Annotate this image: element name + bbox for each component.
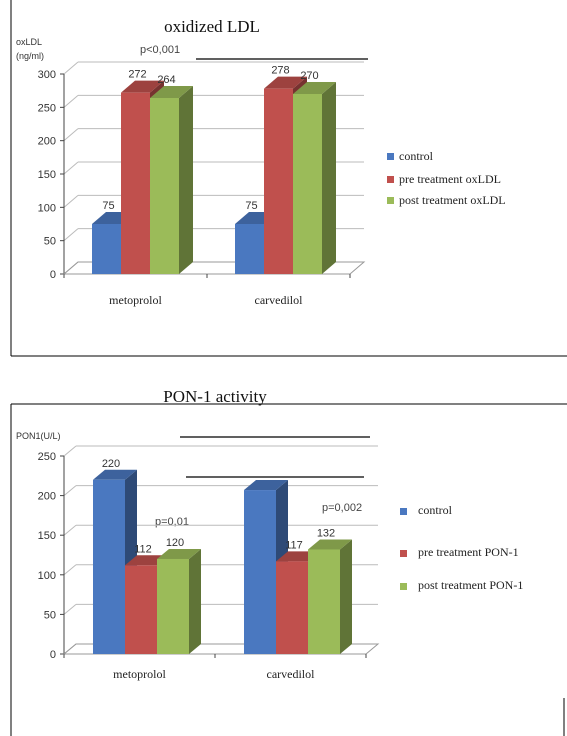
chart-title: PON-1 activity bbox=[163, 387, 267, 406]
category-label-metoprolol: metoprolol bbox=[109, 293, 162, 307]
bar-control-metoprolol bbox=[93, 469, 137, 654]
y-axis-unit: (ng/ml) bbox=[16, 51, 44, 61]
legend-swatch-post-treatment bbox=[387, 197, 394, 204]
category-label-carvedilol: carvedilol bbox=[255, 293, 304, 307]
legend-label-post-treatment: post treatment oxLDL bbox=[399, 193, 506, 207]
data-label: 112 bbox=[134, 543, 152, 555]
legend-label-control: control bbox=[418, 503, 453, 517]
data-label: 264 bbox=[157, 74, 175, 86]
y-tick-label: 200 bbox=[38, 136, 56, 148]
legend-label-control: control bbox=[399, 149, 434, 163]
bar-post-treatment-metoprolol bbox=[157, 548, 201, 654]
y-tick-label: 200 bbox=[38, 491, 56, 503]
legend-label-post-treatment: post treatment PON-1 bbox=[418, 578, 523, 592]
bar-post-treatment-carvedilol bbox=[293, 82, 336, 274]
legend-label-pre-treatment: pre treatment oxLDL bbox=[399, 172, 501, 186]
y-tick-label: 50 bbox=[44, 236, 56, 248]
y-axis-label: oxLDL bbox=[16, 37, 42, 47]
data-label: 117 bbox=[285, 539, 303, 551]
y-tick-label: 100 bbox=[38, 570, 56, 582]
data-label: 132 bbox=[317, 527, 335, 539]
legend-swatch-pre-treatment bbox=[387, 176, 394, 183]
legend: control pre treatment oxLDL post treatme… bbox=[387, 149, 506, 207]
oxldl-chart: oxidized LDL oxLDL (ng/ml) p<0,001 0 50 10… bbox=[10, 0, 567, 357]
y-tick-label: 150 bbox=[38, 169, 56, 181]
p-value-annotation: p<0,001 bbox=[140, 44, 180, 56]
legend-label-pre-treatment: pre treatment PON-1 bbox=[418, 545, 519, 559]
y-axis-label: PON1(U/L) bbox=[16, 431, 61, 441]
data-label: 75 bbox=[102, 200, 114, 212]
y-tick-label: 150 bbox=[38, 530, 56, 542]
y-tick-label: 250 bbox=[38, 451, 56, 463]
legend-swatch-pre-treatment bbox=[400, 550, 407, 557]
y-tick-label: 100 bbox=[38, 202, 56, 214]
category-label-metoprolol: metoprolol bbox=[113, 667, 166, 681]
data-label: 220 bbox=[102, 458, 120, 470]
data-label: 270 bbox=[300, 70, 318, 82]
bar-post-treatment-metoprolol bbox=[150, 86, 193, 274]
y-tick-label: 250 bbox=[38, 102, 56, 114]
y-tick-label: 300 bbox=[38, 69, 56, 81]
y-tick-label: 50 bbox=[44, 609, 56, 621]
p-value-metoprolol: p=0,01 bbox=[155, 516, 189, 528]
legend-swatch-control bbox=[400, 508, 407, 515]
legend-swatch-post-treatment bbox=[400, 583, 407, 590]
chart-title: oxidized LDL bbox=[164, 17, 260, 36]
pon1-chart-panel: PON-1 activity PON1(U/L) p=0,01 p=0,002 … bbox=[0, 378, 567, 736]
y-tick-label: 0 bbox=[50, 649, 56, 661]
data-label: 278 bbox=[271, 65, 289, 77]
y-tick-label: 0 bbox=[50, 269, 56, 281]
oxldl-chart-panel: oxidized LDL oxLDL (ng/ml) p<0,001 0 50 10… bbox=[0, 0, 567, 360]
category-label-carvedilol: carvedilol bbox=[267, 667, 316, 681]
data-label: 75 bbox=[245, 200, 257, 212]
p-value-carvedilol: p=0,002 bbox=[322, 502, 362, 514]
data-label: 272 bbox=[128, 69, 146, 81]
data-label: 120 bbox=[166, 537, 184, 549]
bar-post-treatment-carvedilol bbox=[308, 539, 352, 654]
legend-swatch-control bbox=[387, 153, 394, 160]
legend: control pre treatment PON-1 post treatme… bbox=[400, 503, 523, 592]
pon1-chart: PON-1 activity PON1(U/L) p=0,01 p=0,002 … bbox=[10, 387, 567, 736]
